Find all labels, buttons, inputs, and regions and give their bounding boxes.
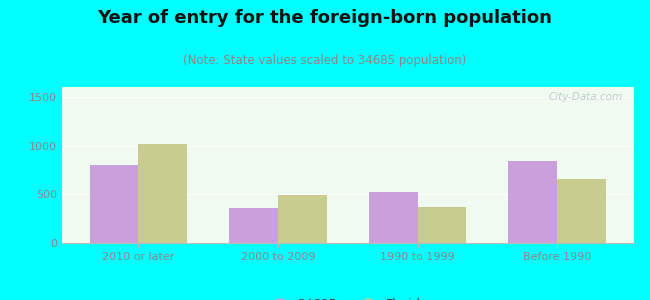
Text: (Note: State values scaled to 34685 population): (Note: State values scaled to 34685 popu…: [183, 54, 467, 67]
Text: City-Data.com: City-Data.com: [548, 92, 622, 102]
Text: Year of entry for the foreign-born population: Year of entry for the foreign-born popul…: [98, 9, 552, 27]
Bar: [278, 195, 327, 243]
Bar: [138, 144, 187, 243]
Bar: [557, 179, 606, 243]
Bar: [90, 165, 138, 243]
Legend: 34685, Florida: 34685, Florida: [262, 293, 434, 300]
Bar: [369, 192, 417, 243]
Bar: [508, 160, 557, 243]
Bar: [417, 207, 466, 243]
Bar: [229, 208, 278, 243]
